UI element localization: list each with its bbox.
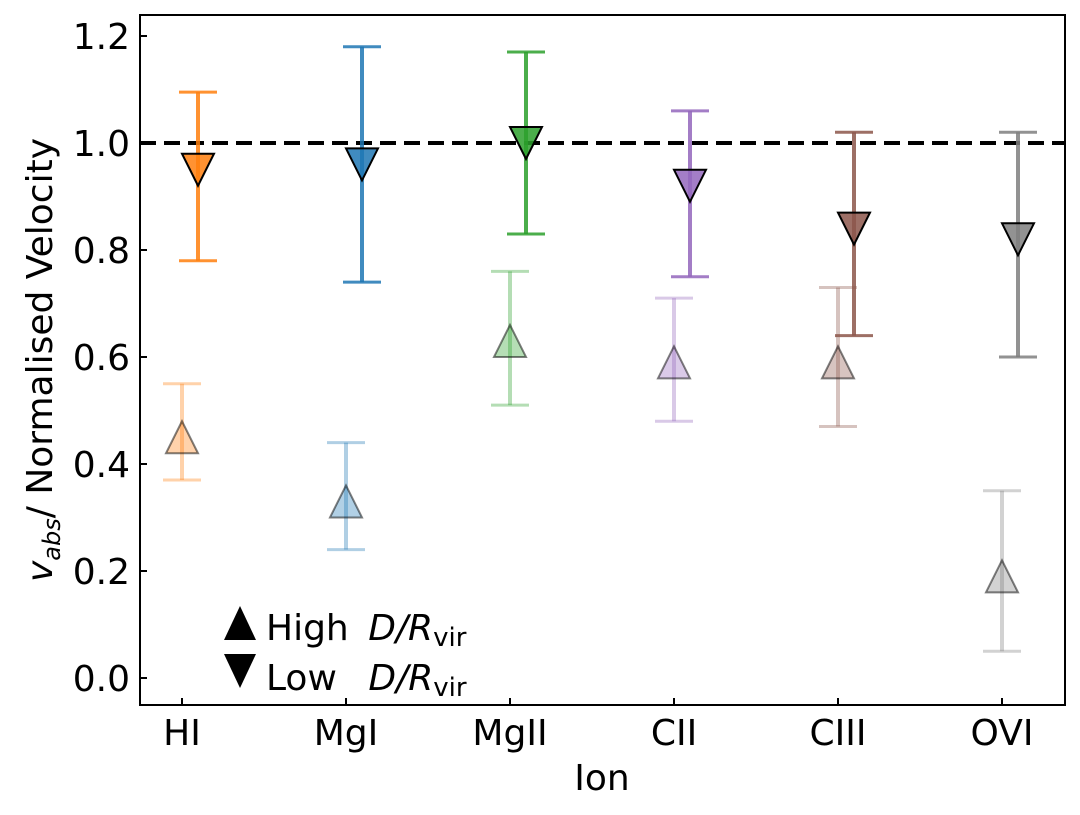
series-low — [179, 45, 1037, 359]
legend-label-low: Low D/Rvir — [266, 658, 467, 703]
x-axis-ticks: HI MgI MgII CII CIII OVI — [163, 698, 1033, 754]
data-point — [984, 558, 1020, 594]
x-tick-label: CII — [651, 713, 697, 754]
x-tick-label: OVI — [971, 713, 1034, 754]
legend: High D/Rvir Low D/Rvir — [224, 606, 467, 703]
data-point — [492, 322, 528, 358]
legend-marker-high — [224, 606, 256, 640]
y-tick-label: 1.0 — [73, 124, 130, 165]
legend-marker-low — [224, 654, 256, 688]
x-axis-label: Ion — [574, 758, 629, 799]
x-tick-label: HI — [163, 713, 201, 754]
data-point — [1000, 222, 1036, 258]
x-tick-label: MgI — [314, 713, 379, 754]
data-point — [820, 344, 856, 380]
y-axis-label-rest: / Normalised Velocity — [20, 138, 61, 518]
y-tick-label: 0.4 — [73, 445, 130, 486]
x-tick-label: MgII — [472, 713, 547, 754]
plot-frame — [139, 14, 1066, 706]
data-point — [656, 344, 692, 380]
data-point — [344, 147, 380, 183]
data-point — [180, 152, 216, 188]
data-series — [163, 45, 1037, 653]
y-axis-label-var: v — [20, 560, 61, 582]
series-high — [163, 269, 1021, 653]
x-tick-label: CIII — [810, 713, 867, 754]
data-point — [164, 419, 200, 455]
y-axis-label: vabs/ Normalised Velocity — [20, 138, 66, 582]
legend-label-high: High D/Rvir — [266, 608, 467, 653]
data-point — [672, 168, 708, 205]
y-tick-label: 1.2 — [73, 17, 130, 58]
data-point — [836, 211, 872, 247]
data-point — [328, 483, 364, 519]
y-tick-label: 0.6 — [73, 338, 130, 379]
data-point — [508, 126, 544, 162]
y-tick-label: 0.8 — [73, 231, 130, 272]
y-tick-label: 0.2 — [73, 552, 130, 593]
y-tick-label: 0.0 — [73, 659, 130, 700]
y-axis-ticks: 0.0 0.2 0.4 0.6 0.8 1.0 1.2 — [73, 17, 147, 700]
y-axis-label-sub: abs — [38, 518, 66, 560]
